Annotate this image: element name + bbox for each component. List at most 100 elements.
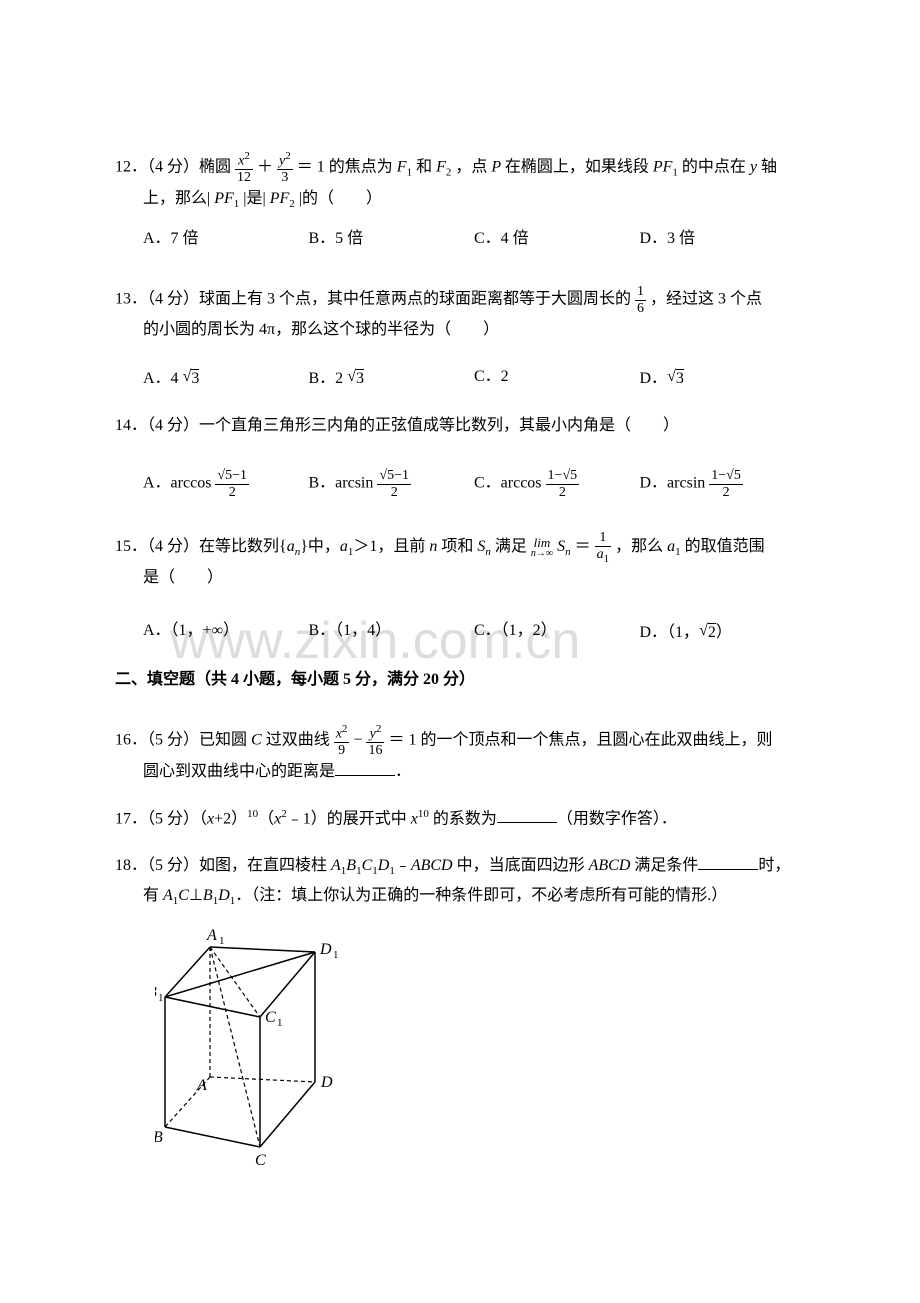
svg-text:B: B xyxy=(155,1129,163,1146)
q16-line2: 圆心到双曲线中心的距离是 xyxy=(143,763,335,780)
q18-line2-pre: 有 xyxy=(143,887,159,904)
main-content: 12．（4 分）椭圆 x2 12 ＋ y2 3 ＝ 1 的焦点为 F1 和 F2… xyxy=(115,150,805,1183)
sum: 项和 xyxy=(441,538,473,555)
satisfy: 满足 xyxy=(491,538,527,555)
b1-label: B xyxy=(346,857,356,874)
question-14: 14．（4 分）一个直角三角形三内角的正弦值成等比数列，其最小内角是（ ） A．… xyxy=(115,412,805,501)
range: 的取值范围 xyxy=(681,538,765,555)
q17-note: （用数字作答）． xyxy=(557,810,677,827)
comma-p: ，点 xyxy=(455,158,487,175)
q13-opt-c: C．2 xyxy=(474,363,640,394)
an: a xyxy=(287,538,295,555)
q16-eq: ＝ xyxy=(388,731,404,748)
svg-text:A: A xyxy=(196,1077,207,1094)
q14c-num: 1−√5 xyxy=(546,468,580,484)
q17-plus2: +2） xyxy=(214,810,247,827)
question-13: 13．（4 分）球面上有 3 个点，其中任意两点的球面距离都等于大圆周长的 1 … xyxy=(115,284,805,393)
q13-label: 13．（4 分）球面上有 3 个点，其中任意两点的球面距离都等于大圆周长的 xyxy=(115,291,631,308)
pf1b: PF xyxy=(214,190,234,207)
cond: 满足条件 xyxy=(634,857,698,874)
a1-label: A xyxy=(327,857,341,874)
q14-opt-b: B．arcsin xyxy=(309,475,374,492)
q16-xden: 9 xyxy=(334,743,350,758)
q15-frac-den-1: 1 xyxy=(604,552,610,564)
svg-text:B: B xyxy=(155,984,157,1001)
q15-eq: ＝ xyxy=(575,538,591,555)
q14-opt-c: C．arccos xyxy=(474,475,542,492)
f1: F xyxy=(397,158,407,175)
q12-line2-pre: 上，那么| xyxy=(143,190,210,207)
svg-text:1: 1 xyxy=(219,935,225,947)
a1: a xyxy=(340,538,348,555)
axis: 轴 xyxy=(761,158,777,175)
and: 和 xyxy=(416,158,432,175)
q14b-num: √5−1 xyxy=(377,468,411,484)
q15-opt-c: C．（1，2） xyxy=(474,617,640,648)
sq: 2 xyxy=(244,150,250,162)
q16-label-pre: 16．（5 分）已知圆 xyxy=(115,731,247,748)
q12-label: 12．（4 分）椭圆 xyxy=(115,158,231,175)
q14b-den: 2 xyxy=(377,485,411,500)
a1b: a xyxy=(663,538,675,555)
svg-text:A: A xyxy=(206,927,217,944)
q13-frac-num: 1 xyxy=(635,284,646,300)
sn: S xyxy=(473,538,485,555)
q16-sq1: 2 xyxy=(342,723,348,735)
p: P xyxy=(491,158,504,175)
q15-opt-d-pre: D．（1， xyxy=(640,624,700,641)
q14c-den: 2 xyxy=(546,485,580,500)
q15-after: ，那么 xyxy=(615,538,663,555)
minus: − xyxy=(353,731,362,748)
c1-label: C xyxy=(362,857,373,874)
q14-label: 14．（4 分）一个直角三角形三内角的正弦值成等比数列，其最小内角是（ ） xyxy=(115,417,679,434)
blank-16 xyxy=(335,760,395,776)
q12-opt-d: D．3 倍 xyxy=(640,225,806,254)
pf1bsub: 1 xyxy=(234,199,240,211)
question-16: 16．（5 分）已知圆 C 过双曲线 x2 9 − y2 16 ＝ 1 的一个顶… xyxy=(115,723,805,787)
pf1sub: 1 xyxy=(672,167,678,179)
sn2: S xyxy=(557,538,565,555)
q15-label-pre: 15．（4 分）在等比数列{ xyxy=(115,538,287,555)
plus: ＋ xyxy=(257,158,273,175)
q13-opt-d-pre: D． xyxy=(640,370,668,387)
svg-text:1: 1 xyxy=(158,992,164,1004)
q18-mid: 中，当底面四边形 xyxy=(457,857,585,874)
svg-text:C: C xyxy=(255,1152,266,1169)
d1b: D xyxy=(218,887,230,904)
d1-label: D xyxy=(378,857,390,874)
lim: lim xyxy=(531,536,553,549)
when: 时， xyxy=(758,857,790,874)
dash: ﹣ xyxy=(395,857,411,874)
q13-opt-b-pre: B．2 xyxy=(309,370,344,387)
q15-opt-b: B．（1，4） xyxy=(309,617,475,648)
a1c: A xyxy=(159,887,173,904)
q12-text-mid: 1 的焦点为 xyxy=(317,158,393,175)
q15-line2: 是（ ） xyxy=(143,569,223,586)
q15-opt-a: A．（1，+∞） xyxy=(143,617,309,648)
pf2bsub: 2 xyxy=(289,199,295,211)
frac-y-den: 3 xyxy=(277,170,293,185)
q16-after: 1 的一个顶点和一个焦点，且圆心在此双曲线上，则 xyxy=(408,731,772,748)
blank-18 xyxy=(698,854,758,870)
q15-frac-den-a: a xyxy=(597,547,604,562)
q12-opt-b: B．5 倍 xyxy=(309,225,475,254)
svg-text:D: D xyxy=(319,941,332,958)
q12-opt-a: A．7 倍 xyxy=(143,225,309,254)
question-17: 17．（5 分）（x+2）10（x2﹣1）的展开式中 x10 的系数为（用数字作… xyxy=(115,805,805,834)
paren: （ xyxy=(258,810,274,827)
question-15: 15．（4 分）在等比数列{an}中，a1＞1，且前 n 项和 Sn 满足 li… xyxy=(115,530,805,648)
pf1: PF xyxy=(653,158,673,175)
perp: ⊥ xyxy=(189,887,203,904)
question-12: 12．（4 分）椭圆 x2 12 ＋ y2 3 ＝ 1 的焦点为 F1 和 F2… xyxy=(115,150,805,254)
abcd2: ABCD xyxy=(585,857,635,874)
q16-sq2: 2 xyxy=(376,723,382,735)
q14a-num: √5−1 xyxy=(215,468,249,484)
q13-after-frac: ，经过这 3 个点 xyxy=(650,291,762,308)
f1sub: 1 xyxy=(407,167,413,179)
period: ． xyxy=(395,763,411,780)
q15-frac-num: 1 xyxy=(595,530,612,546)
q17-coef: 的系数为 xyxy=(429,810,497,827)
q16-yden: 16 xyxy=(366,743,384,758)
q14a-den: 2 xyxy=(215,485,249,500)
svg-text:1: 1 xyxy=(277,1017,283,1029)
